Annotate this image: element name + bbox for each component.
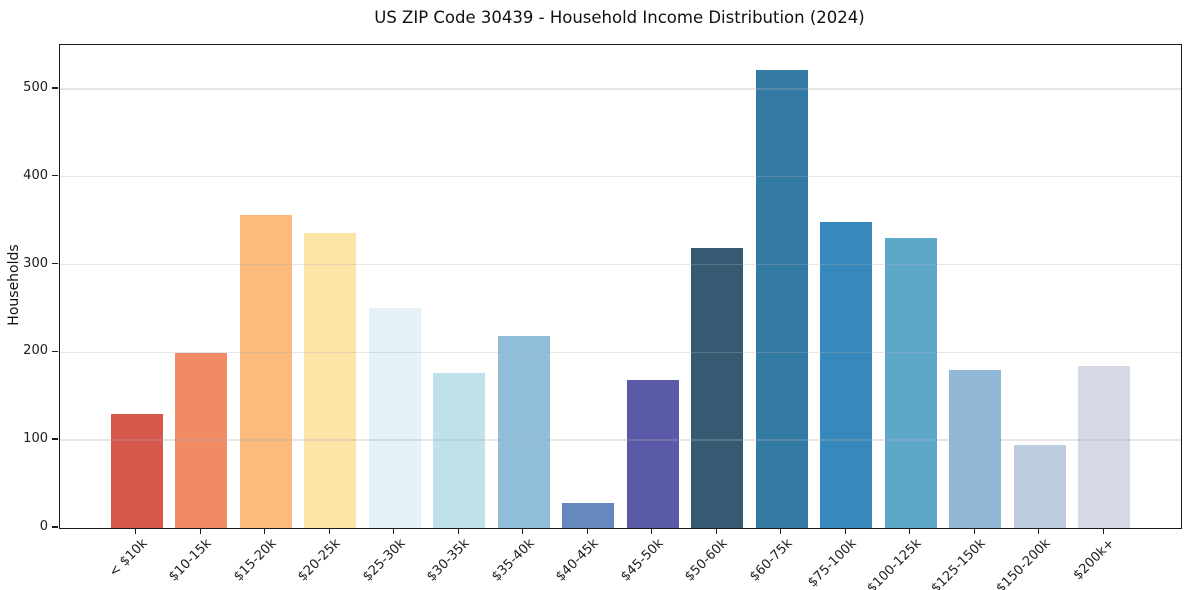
- x-tick-mark-$100-125k: [909, 528, 911, 534]
- gridline-y-500: [60, 88, 1181, 90]
- x-tick-mark-$25-30k: [393, 528, 395, 534]
- x-tick-mark-$40-45k: [586, 528, 588, 534]
- bar-$20-25k: [304, 232, 357, 528]
- y-tick-label-200: 200: [23, 343, 48, 359]
- bar-$10-15k: [175, 353, 228, 528]
- bar-$25-30k: [368, 308, 421, 528]
- bar-$45-50k: [626, 379, 679, 528]
- gridline-y-400: [60, 176, 1181, 178]
- x-tick-mark-$60-75k: [780, 528, 782, 534]
- x-tick-mark-$200k+: [1102, 528, 1104, 534]
- y-tick-label-500: 500: [23, 79, 48, 95]
- bar-$15-20k: [239, 215, 292, 528]
- bar-$30-35k: [433, 373, 486, 528]
- gridline-y-100: [60, 439, 1181, 441]
- x-tick-mark-$45-50k: [651, 528, 653, 534]
- y-tick-mark-200: [52, 350, 58, 353]
- gridline-y-200: [60, 351, 1181, 354]
- x-tick-mark-$10-15k: [199, 528, 201, 534]
- bar-$75-100k: [820, 221, 873, 528]
- y-tick-mark-0: [52, 526, 58, 528]
- y-tick-label-300: 300: [23, 255, 48, 271]
- x-tick-mark-$75-100k: [844, 528, 846, 534]
- y-tick-mark-500: [52, 87, 58, 89]
- x-tick-mark-$15-20k: [264, 528, 266, 534]
- y-tick-mark-100: [52, 438, 58, 440]
- plot-area: [59, 44, 1182, 529]
- bar-$40-45k: [562, 502, 615, 528]
- x-tick-mark-$150-200k: [1038, 528, 1040, 534]
- chart-title: US ZIP Code 30439 - Household Income Dis…: [374, 8, 865, 27]
- bar-$60-75k: [755, 70, 808, 528]
- gridline-y-300: [60, 263, 1181, 266]
- bar-$150-200k: [1013, 445, 1066, 528]
- bar-< $10k: [110, 413, 163, 528]
- bar-$125-150k: [949, 369, 1002, 528]
- bar-$35-40k: [497, 335, 550, 528]
- bar-$100-125k: [884, 238, 937, 528]
- x-tick-mark-< $10k: [135, 528, 137, 534]
- x-tick-label-< $10k: < $10k: [106, 536, 151, 581]
- x-tick-mark-$30-35k: [457, 528, 459, 534]
- x-tick-mark-$35-40k: [522, 528, 524, 534]
- y-tick-label-100: 100: [23, 431, 48, 447]
- y-tick-label-0: 0: [39, 519, 48, 534]
- y-tick-mark-300: [52, 262, 58, 265]
- x-tick-mark-$125-150k: [973, 528, 975, 534]
- bar-$50-60k: [691, 247, 744, 528]
- x-tick-mark-$50-60k: [715, 528, 717, 534]
- bar-$200k+: [1078, 365, 1131, 528]
- x-tick-mark-$20-25k: [328, 528, 330, 534]
- y-tick-label-400: 400: [23, 167, 48, 183]
- y-tick-mark-400: [52, 175, 58, 177]
